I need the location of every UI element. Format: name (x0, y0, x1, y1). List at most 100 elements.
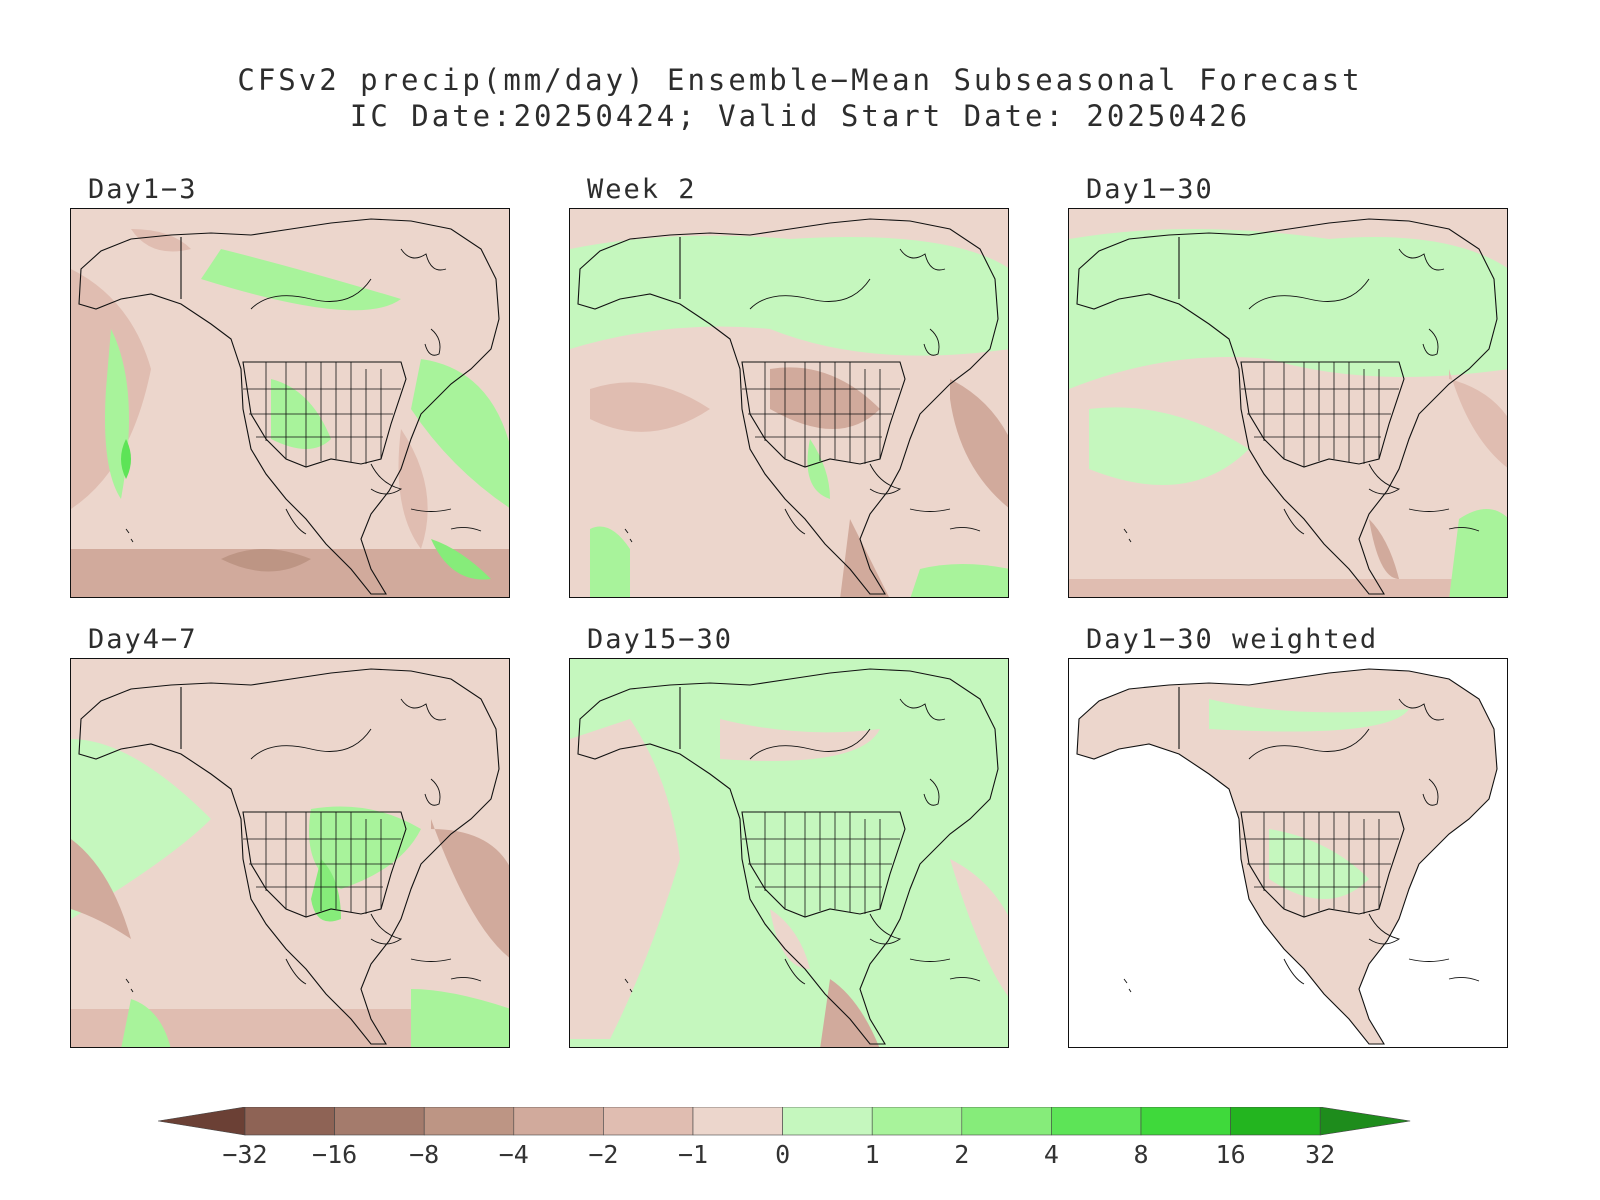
island-coast (1408, 958, 1450, 962)
precip-blob (1069, 579, 1507, 597)
precip-blob (71, 739, 211, 919)
island-coast (450, 526, 482, 532)
title-line-2: IC Date:20250424; Valid Start Date: 2025… (349, 99, 1251, 133)
colorbar-segment (334, 1107, 425, 1136)
precip-blob (840, 519, 889, 597)
colorbar-segment (513, 1107, 604, 1136)
map-panel-week2 (569, 208, 1009, 598)
island-coast (1368, 463, 1401, 495)
precip-blob (121, 999, 171, 1047)
colorbar-tick-label: 2 (954, 1140, 970, 1169)
colorbar-tick-label: 32 (1305, 1140, 1336, 1169)
precip-blob (201, 249, 401, 311)
island-coast (285, 508, 307, 535)
precip-blob (131, 229, 191, 252)
precip-blob (807, 439, 830, 499)
colorbar-segment (692, 1107, 783, 1136)
precip-field (71, 659, 509, 1047)
island-coast (923, 778, 940, 806)
panel-title-day1-3: Day1−3 (88, 174, 198, 205)
island-coast (1283, 508, 1305, 535)
us-outline (741, 811, 906, 918)
colorbar-segment (782, 1107, 873, 1136)
map-svg-day15-30 (570, 659, 1008, 1047)
precip-blob (590, 526, 630, 597)
coastlines (78, 668, 500, 1045)
precip-blob (71, 549, 509, 597)
island-coast (784, 958, 806, 985)
precip-blob (1369, 519, 1399, 579)
colorbar-tick-label: −8 (409, 1140, 440, 1169)
coastlines (577, 668, 999, 1045)
precip-blob (311, 859, 341, 922)
coastlines (78, 218, 500, 595)
precip-blob (431, 819, 509, 958)
precip-blob (1449, 509, 1507, 597)
colorbar-segment (423, 1107, 515, 1136)
island-coast (869, 463, 902, 495)
map-svg-week2 (570, 209, 1008, 597)
map-svg-day1-3 (71, 209, 509, 597)
precip-blob (121, 439, 131, 479)
map-panel-day15-30 (569, 658, 1009, 1048)
island-coast (624, 528, 633, 543)
colorbar-segment (244, 1107, 335, 1136)
island-coast (400, 698, 447, 721)
island-coast (909, 508, 951, 512)
map-svg-day4-7 (71, 659, 509, 1047)
map-svg-day1-30 (1069, 209, 1507, 597)
colorbar-segment (1140, 1107, 1231, 1136)
precip-field (71, 209, 509, 597)
precip-blob (1209, 699, 1409, 732)
island-coast (1123, 978, 1132, 993)
colorbar-tick-label: −4 (498, 1140, 529, 1169)
us-outline (1240, 361, 1405, 468)
panel-title-week2: Week 2 (587, 174, 697, 205)
precip-blob (570, 719, 680, 1039)
colorbar-tick-label: 16 (1215, 1140, 1246, 1169)
coastlines (1076, 668, 1498, 1045)
map-panel-day1-3 (70, 208, 510, 598)
island-coast (949, 976, 981, 982)
island-coast (1398, 248, 1445, 271)
island-coast (1422, 778, 1439, 806)
panel-title-day1-30: Day1−30 (1086, 174, 1214, 205)
island-coast (1448, 526, 1480, 532)
island-coast (1368, 913, 1401, 945)
colorbar-segment (1051, 1107, 1142, 1136)
island-coast (410, 958, 452, 962)
precip-blob (221, 549, 311, 572)
continent-outline (577, 218, 999, 595)
precip-field (1069, 209, 1507, 597)
colorbar-arrow-left (158, 1107, 246, 1136)
precip-blob (910, 564, 1008, 597)
colorbar-tick-label: 8 (1133, 1140, 1149, 1169)
colorbar-tick-label: 0 (775, 1140, 791, 1169)
colorbar-tick-label: −2 (588, 1140, 619, 1169)
map-panel-day1-30 (1068, 208, 1508, 598)
island-coast (400, 248, 447, 271)
island-coast (125, 528, 134, 543)
map-panel-day1-30w (1068, 658, 1508, 1048)
precip-blob (71, 1009, 509, 1047)
island-coast (1448, 976, 1480, 982)
colorbar-tick-label: −16 (312, 1140, 358, 1169)
us-outline (1240, 811, 1405, 918)
precip-blob (770, 909, 810, 969)
island-coast (370, 913, 403, 945)
map-svg-day1-30w (1076, 668, 1498, 1045)
us-outline (741, 361, 906, 468)
island-coast (784, 508, 806, 535)
coastlines (1076, 218, 1498, 595)
island-coast (370, 463, 403, 495)
continent-outline (78, 218, 500, 595)
coastlines (577, 218, 999, 595)
precip-field (1077, 669, 1497, 1044)
island-coast (923, 328, 940, 356)
continent-outline (1076, 668, 1498, 1045)
precip-blob (71, 659, 509, 1047)
colorbar-tick-label: −1 (677, 1140, 709, 1169)
island-coast (1123, 528, 1132, 543)
precip-blob (398, 429, 428, 549)
figure-title: CFSv2 precip(mm/day) Ensemble−Mean Subse… (0, 62, 1600, 134)
